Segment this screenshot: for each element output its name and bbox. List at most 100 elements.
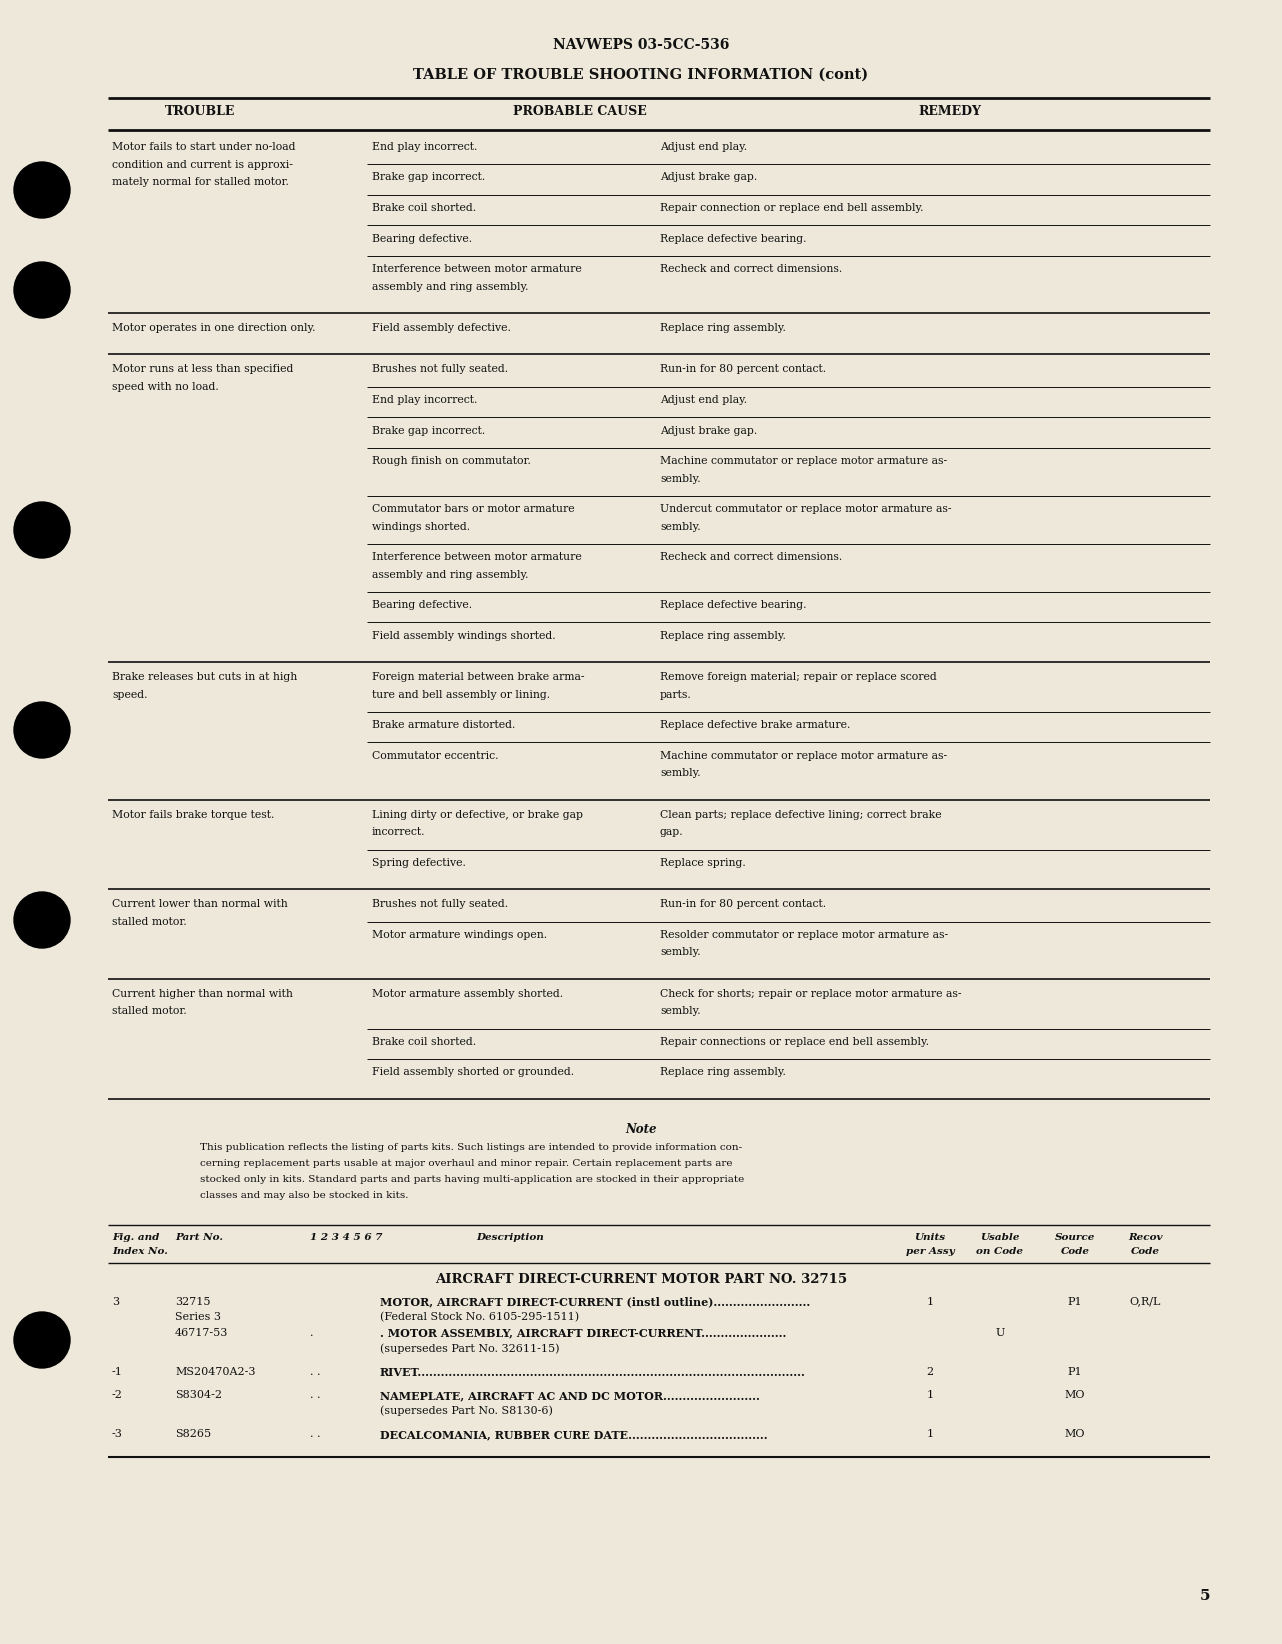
Text: MO: MO [1065,1389,1086,1401]
Text: Resolder commutator or replace motor armature as-: Resolder commutator or replace motor arm… [660,929,949,939]
Text: P1: P1 [1068,1366,1082,1376]
Text: stocked only in kits. Standard parts and parts having multi-application are stoc: stocked only in kits. Standard parts and… [200,1174,745,1184]
Text: Fig. and: Fig. and [112,1233,159,1241]
Text: Brushes not fully seated.: Brushes not fully seated. [372,365,508,375]
Text: (supersedes Part No. 32611-15): (supersedes Part No. 32611-15) [379,1343,559,1353]
Text: O,R/L: O,R/L [1129,1297,1160,1307]
Text: Repair connections or replace end bell assembly.: Repair connections or replace end bell a… [660,1036,929,1047]
Text: Run-in for 80 percent contact.: Run-in for 80 percent contact. [660,365,826,375]
Text: . .: . . [310,1366,320,1376]
Text: Code: Code [1060,1246,1090,1256]
Text: PROBABLE CAUSE: PROBABLE CAUSE [513,105,647,118]
Text: Brake gap incorrect.: Brake gap incorrect. [372,426,486,436]
Text: Motor operates in one direction only.: Motor operates in one direction only. [112,322,315,334]
Text: assembly and ring assembly.: assembly and ring assembly. [372,569,528,579]
Text: Foreign material between brake arma-: Foreign material between brake arma- [372,672,585,682]
Text: Rough finish on commutator.: Rough finish on commutator. [372,455,531,465]
Text: Remove foreign material; repair or replace scored: Remove foreign material; repair or repla… [660,672,937,682]
Text: 5: 5 [1200,1590,1210,1603]
Text: Replace defective bearing.: Replace defective bearing. [660,233,806,243]
Text: Recheck and correct dimensions.: Recheck and correct dimensions. [660,265,842,275]
Text: stalled motor.: stalled motor. [112,1006,187,1016]
Text: . MOTOR ASSEMBLY, AIRCRAFT DIRECT-CURRENT......................: . MOTOR ASSEMBLY, AIRCRAFT DIRECT-CURREN… [379,1327,786,1338]
Text: NAMEPLATE, AIRCRAFT AC AND DC MOTOR.........................: NAMEPLATE, AIRCRAFT AC AND DC MOTOR.....… [379,1389,760,1401]
Text: Brake releases but cuts in at high: Brake releases but cuts in at high [112,672,297,682]
Text: NAVWEPS 03-5CC-536: NAVWEPS 03-5CC-536 [553,38,729,53]
Text: condition and current is approxi-: condition and current is approxi- [112,159,292,169]
Text: Brushes not fully seated.: Brushes not fully seated. [372,899,508,909]
Text: Commutator bars or motor armature: Commutator bars or motor armature [372,505,574,515]
Text: windings shorted.: windings shorted. [372,521,470,531]
Text: Field assembly windings shorted.: Field assembly windings shorted. [372,631,555,641]
Text: TROUBLE: TROUBLE [165,105,235,118]
Text: Motor fails to start under no-load: Motor fails to start under no-load [112,141,295,151]
Text: Clean parts; replace defective lining; correct brake: Clean parts; replace defective lining; c… [660,809,941,819]
Text: P1: P1 [1068,1297,1082,1307]
Text: (Federal Stock No. 6105-295-1511): (Federal Stock No. 6105-295-1511) [379,1312,579,1322]
Text: on Code: on Code [977,1246,1023,1256]
Text: Description: Description [476,1233,544,1241]
Text: Interference between motor armature: Interference between motor armature [372,552,582,562]
Circle shape [14,1312,71,1368]
Text: Brake armature distorted.: Brake armature distorted. [372,720,515,730]
Text: incorrect.: incorrect. [372,827,426,837]
Text: -3: -3 [112,1429,123,1438]
Text: .: . [310,1327,317,1338]
Text: Recheck and correct dimensions.: Recheck and correct dimensions. [660,552,842,562]
Text: Adjust brake gap.: Adjust brake gap. [660,173,758,182]
Text: Brake coil shorted.: Brake coil shorted. [372,202,476,214]
Text: U: U [995,1327,1005,1338]
Text: mately normal for stalled motor.: mately normal for stalled motor. [112,178,288,187]
Text: MO: MO [1065,1429,1086,1438]
Text: Bearing defective.: Bearing defective. [372,600,472,610]
Text: ture and bell assembly or lining.: ture and bell assembly or lining. [372,689,550,699]
Text: Replace defective bearing.: Replace defective bearing. [660,600,806,610]
Circle shape [14,893,71,949]
Text: AIRCRAFT DIRECT-CURRENT MOTOR PART NO. 32715: AIRCRAFT DIRECT-CURRENT MOTOR PART NO. 3… [435,1272,847,1286]
Text: per Assy: per Assy [905,1246,954,1256]
Text: End play incorrect.: End play incorrect. [372,395,477,404]
Circle shape [14,163,71,219]
Text: Motor armature windings open.: Motor armature windings open. [372,929,547,939]
Text: REMEDY: REMEDY [918,105,982,118]
Text: assembly and ring assembly.: assembly and ring assembly. [372,281,528,291]
Text: Field assembly defective.: Field assembly defective. [372,322,510,334]
Text: Note: Note [626,1123,656,1136]
Text: Replace ring assembly.: Replace ring assembly. [660,631,786,641]
Text: 1: 1 [927,1297,933,1307]
Text: Adjust end play.: Adjust end play. [660,395,747,404]
Circle shape [14,261,71,317]
Text: Check for shorts; repair or replace motor armature as-: Check for shorts; repair or replace moto… [660,988,962,998]
Text: Part No.: Part No. [176,1233,223,1241]
Text: . .: . . [310,1389,320,1401]
Text: 1: 1 [927,1389,933,1401]
Text: 1: 1 [927,1429,933,1438]
Text: Series 3: Series 3 [176,1312,221,1322]
Text: -2: -2 [112,1389,123,1401]
Text: MOTOR, AIRCRAFT DIRECT-CURRENT (instl outline).........................: MOTOR, AIRCRAFT DIRECT-CURRENT (instl ou… [379,1297,810,1307]
Text: Bearing defective.: Bearing defective. [372,233,472,243]
Text: MS20470A2-3: MS20470A2-3 [176,1366,255,1376]
Text: Index No.: Index No. [112,1246,168,1256]
Circle shape [14,702,71,758]
Text: Usable: Usable [981,1233,1019,1241]
Text: This publication reflects the listing of parts kits. Such listings are intended : This publication reflects the listing of… [200,1143,742,1151]
Text: TABLE OF TROUBLE SHOOTING INFORMATION (cont): TABLE OF TROUBLE SHOOTING INFORMATION (c… [413,67,869,82]
Text: Replace spring.: Replace spring. [660,858,746,868]
Text: Motor armature assembly shorted.: Motor armature assembly shorted. [372,988,563,998]
Text: sembly.: sembly. [660,768,701,778]
Text: S8265: S8265 [176,1429,212,1438]
Text: 46717-53: 46717-53 [176,1327,228,1338]
Text: Spring defective.: Spring defective. [372,858,465,868]
Text: Lining dirty or defective, or brake gap: Lining dirty or defective, or brake gap [372,809,583,819]
Text: Run-in for 80 percent contact.: Run-in for 80 percent contact. [660,899,826,909]
Text: Current lower than normal with: Current lower than normal with [112,899,287,909]
Text: Adjust end play.: Adjust end play. [660,141,747,151]
Text: Machine commutator or replace motor armature as-: Machine commutator or replace motor arma… [660,751,947,761]
Text: Machine commutator or replace motor armature as-: Machine commutator or replace motor arma… [660,455,947,465]
Text: Motor runs at less than specified: Motor runs at less than specified [112,365,294,375]
Text: -1: -1 [112,1366,123,1376]
Text: sembly.: sembly. [660,521,701,531]
Text: 2: 2 [927,1366,933,1376]
Text: Undercut commutator or replace motor armature as-: Undercut commutator or replace motor arm… [660,505,951,515]
